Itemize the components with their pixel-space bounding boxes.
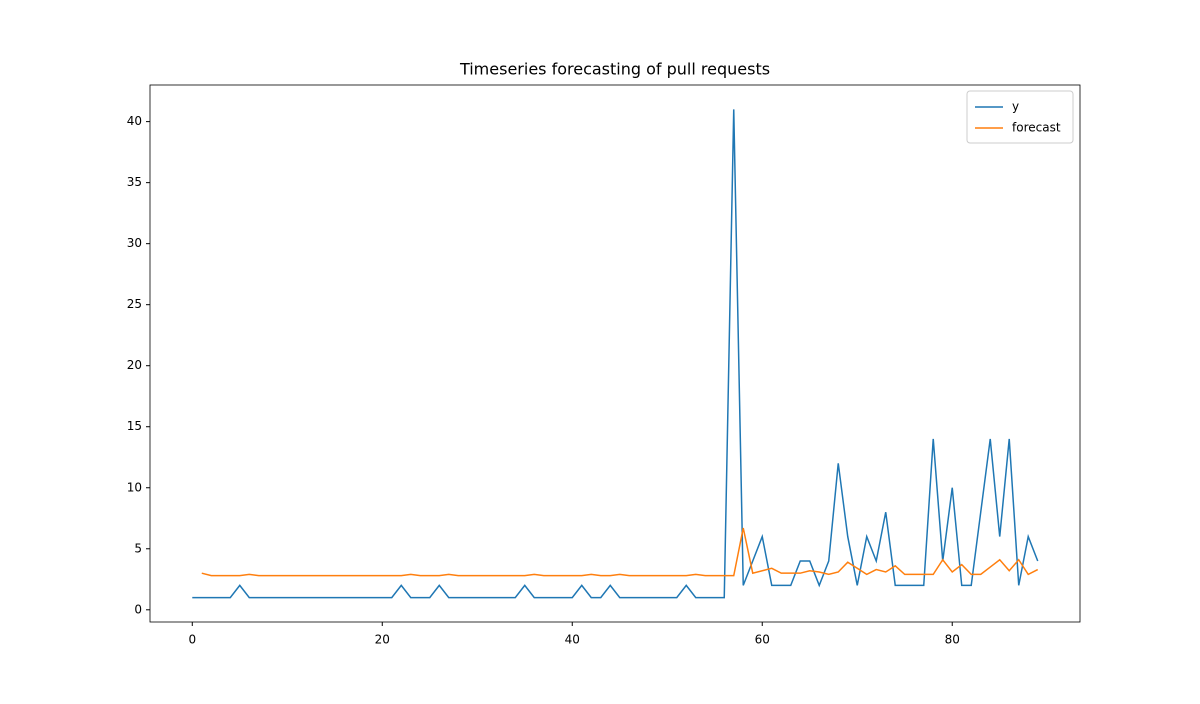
y-tick-label: 25 — [127, 297, 142, 311]
y-tick-label: 0 — [134, 602, 142, 616]
y-tick-label: 35 — [127, 175, 142, 189]
plot-frame — [149, 84, 1081, 623]
x-tick-label: 80 — [945, 633, 960, 647]
series-line — [192, 109, 1039, 599]
x-tick-label: 20 — [375, 633, 390, 647]
series-line — [201, 527, 1039, 577]
legend-label: y — [1012, 100, 1019, 114]
y-tick-label: 40 — [127, 114, 142, 128]
x-tick-label: 0 — [188, 633, 196, 647]
legend-box — [966, 90, 1074, 144]
y-tick-label: 30 — [127, 236, 142, 250]
chart-title: Timeseries forecasting of pull requests — [459, 60, 770, 79]
x-tick-label: 60 — [755, 633, 770, 647]
y-tick-label: 15 — [127, 419, 142, 433]
y-tick-label: 10 — [127, 480, 142, 494]
y-tick-label: 5 — [134, 541, 142, 555]
y-tick-label: 20 — [127, 358, 142, 372]
x-tick-label: 40 — [565, 633, 580, 647]
legend-label: forecast — [1012, 121, 1061, 135]
